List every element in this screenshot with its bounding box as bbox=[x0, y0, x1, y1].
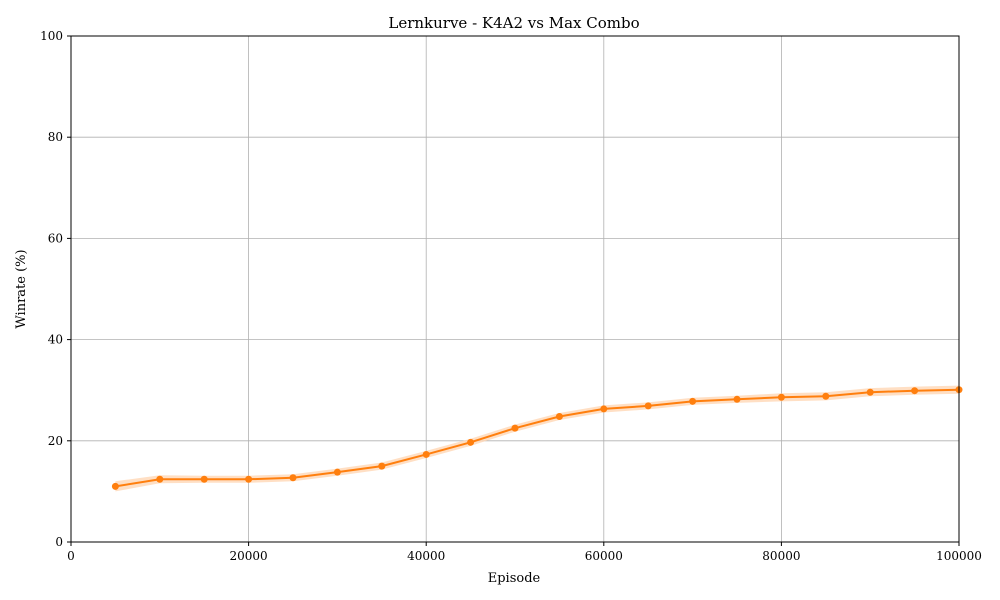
data-point bbox=[245, 475, 253, 483]
plot-frame bbox=[70, 35, 960, 543]
data-point bbox=[777, 393, 785, 401]
data-point bbox=[911, 387, 919, 395]
y-tick-label: 40 bbox=[48, 333, 63, 347]
x-tick-label: 40000 bbox=[407, 549, 445, 563]
x-tick-label: 0 bbox=[67, 549, 75, 563]
data-point bbox=[333, 468, 341, 476]
chart-title: Lernkurve - K4A2 vs Max Combo bbox=[388, 14, 639, 32]
x-tick-label: 80000 bbox=[762, 549, 800, 563]
confidence-band bbox=[115, 385, 959, 492]
y-tick-label: 100 bbox=[40, 29, 63, 43]
series-line bbox=[115, 388, 960, 488]
y-tick-label: 60 bbox=[48, 231, 63, 245]
y-tick-label: 20 bbox=[48, 434, 63, 448]
data-points-layer bbox=[111, 386, 963, 490]
series-line-layer bbox=[115, 388, 960, 488]
x-tick-label: 100000 bbox=[936, 549, 982, 563]
data-point bbox=[467, 438, 475, 446]
x-tick-label: 60000 bbox=[585, 549, 623, 563]
data-point bbox=[289, 474, 297, 482]
x-tick-label: 20000 bbox=[230, 549, 268, 563]
data-point bbox=[555, 413, 563, 421]
y-tick-label: 0 bbox=[55, 535, 63, 549]
data-point bbox=[511, 424, 519, 432]
data-point bbox=[600, 405, 608, 413]
y-axis-label: Winrate (%) bbox=[14, 249, 29, 328]
data-point bbox=[822, 392, 830, 400]
data-point bbox=[156, 475, 164, 483]
x-axis-ticks: 0 20000 40000 60000 80000 100000 bbox=[67, 542, 982, 563]
data-point bbox=[111, 482, 119, 490]
data-point bbox=[866, 388, 874, 396]
data-point bbox=[644, 402, 652, 410]
confidence-band-layer bbox=[115, 385, 959, 492]
data-point bbox=[200, 475, 208, 483]
data-point bbox=[378, 462, 386, 470]
y-axis-ticks: 0 20 40 60 80 100 bbox=[40, 29, 71, 549]
y-tick-label: 80 bbox=[48, 130, 63, 144]
data-point bbox=[733, 395, 741, 403]
data-point bbox=[689, 397, 697, 405]
grid bbox=[70, 35, 960, 543]
x-axis-label: Episode bbox=[488, 571, 541, 586]
data-point bbox=[422, 450, 430, 458]
